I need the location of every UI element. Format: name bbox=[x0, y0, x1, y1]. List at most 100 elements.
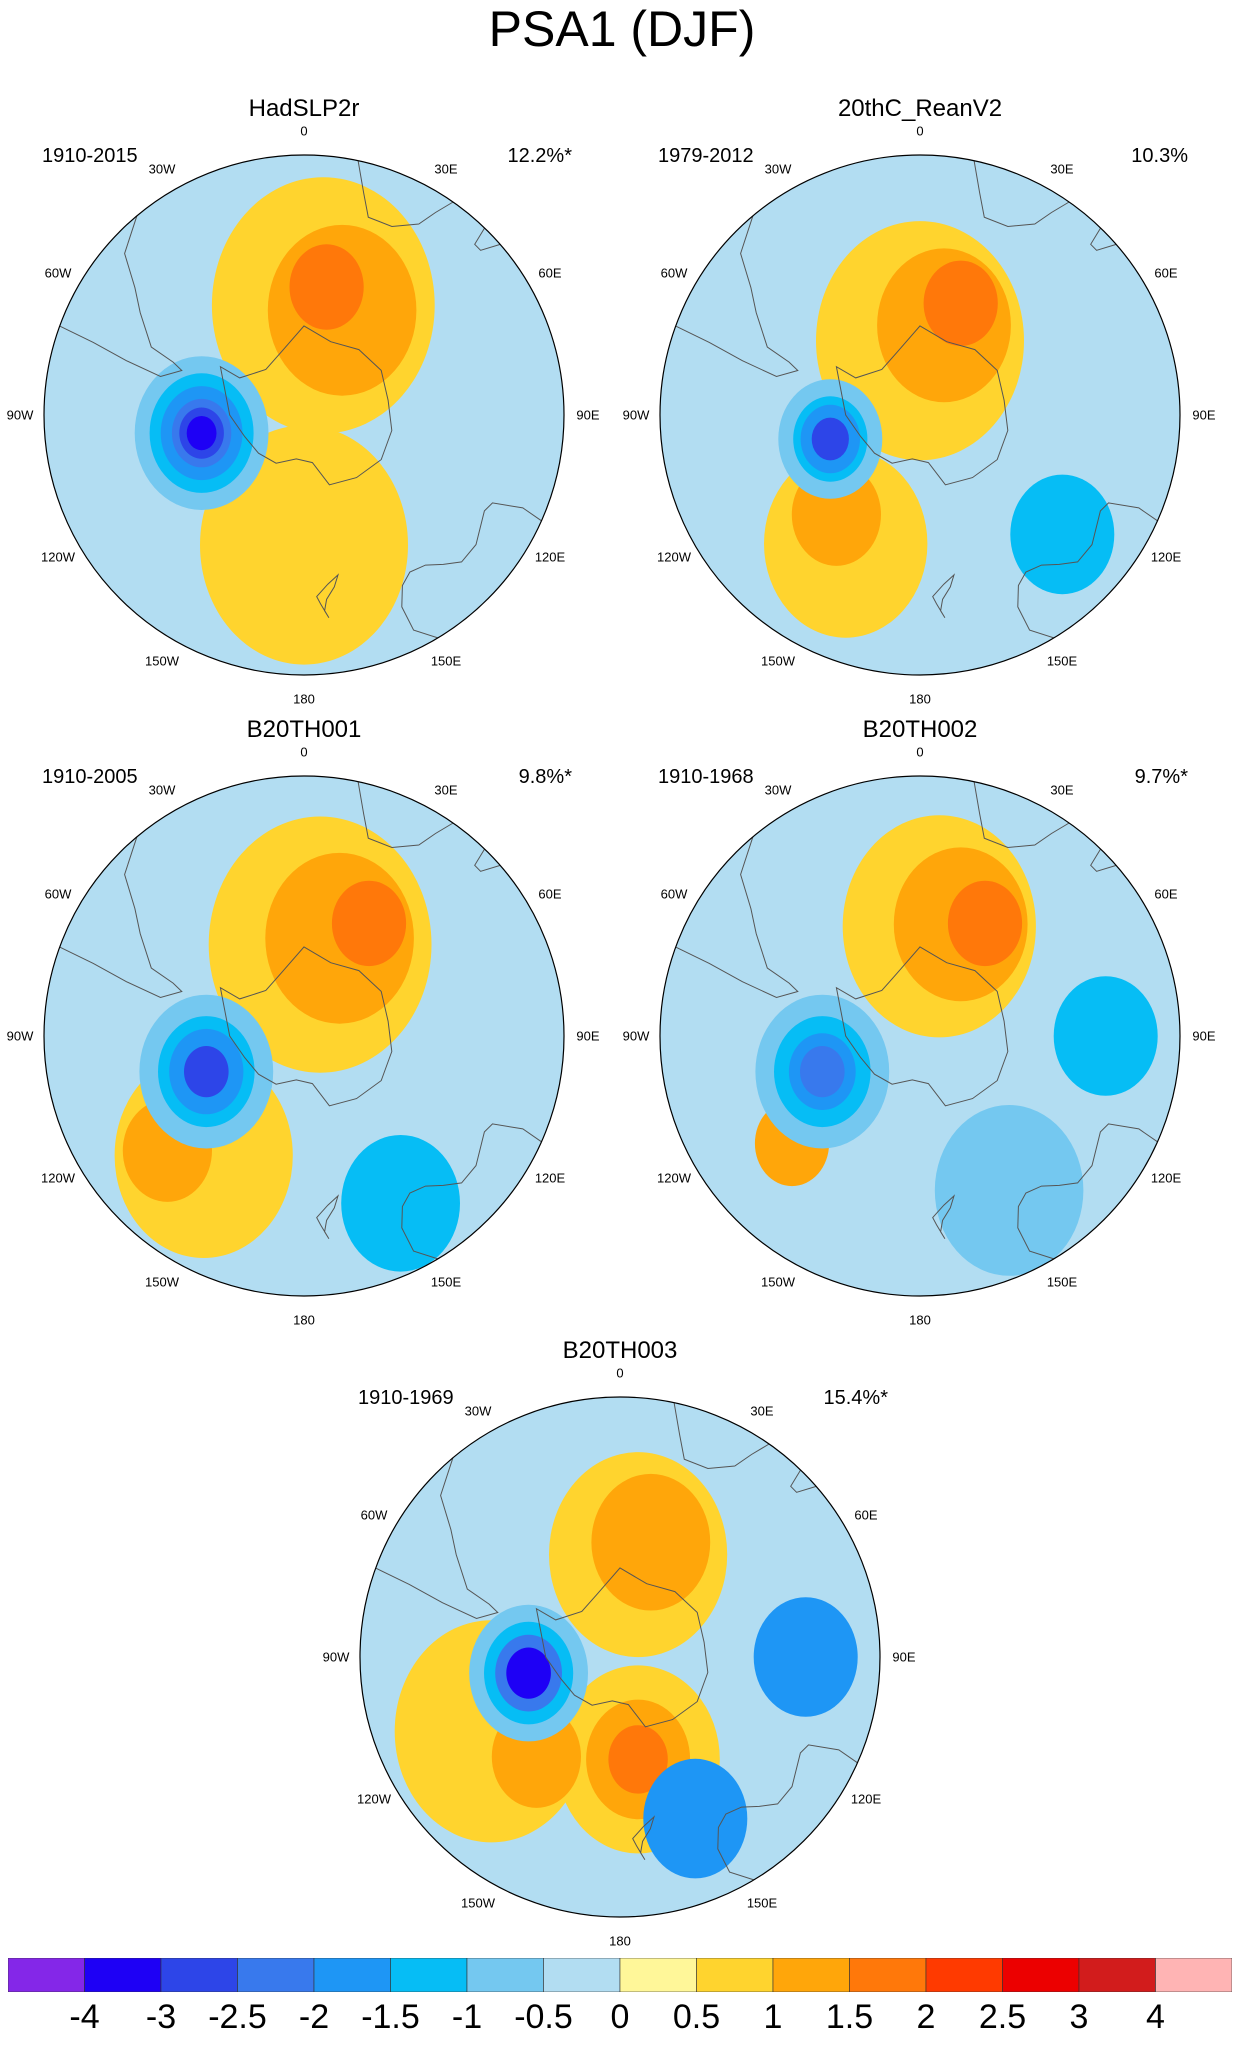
colorbar-tick-label: -0.5 bbox=[514, 1998, 573, 2036]
longitude-label: 150W bbox=[145, 653, 179, 669]
anomaly-contour bbox=[947, 880, 1023, 967]
longitude-label: 60E bbox=[538, 265, 562, 281]
longitude-label: 150E bbox=[746, 1895, 778, 1911]
coastline bbox=[316, 1194, 340, 1240]
coastline bbox=[357, 160, 454, 228]
colorbar-tick-label: 1.5 bbox=[825, 1998, 874, 2036]
longitude-label: 0 bbox=[916, 744, 924, 760]
longitude-label: 120W bbox=[657, 549, 691, 565]
polar-map bbox=[659, 154, 1181, 676]
coastline bbox=[632, 1815, 656, 1861]
colorbar-box bbox=[84, 1958, 162, 1992]
colorbar-box bbox=[772, 1958, 850, 1992]
coastline bbox=[973, 781, 1070, 849]
coastline bbox=[535, 1567, 709, 1728]
colorbar bbox=[8, 1958, 1232, 1992]
anomaly-contour bbox=[753, 1597, 858, 1717]
colorbar-box bbox=[313, 1958, 391, 1992]
colorbar-tick-label: -2 bbox=[298, 1998, 330, 2036]
longitude-label: 0 bbox=[916, 123, 924, 139]
longitude-label: 30E bbox=[1050, 782, 1074, 798]
colorbar-tick-label: 2.5 bbox=[978, 1998, 1027, 2036]
anomaly-contour bbox=[341, 1135, 460, 1272]
longitude-label: 120E bbox=[534, 549, 566, 565]
longitude-label: 30W bbox=[148, 782, 176, 798]
coastline bbox=[1090, 848, 1117, 872]
colorbar-box bbox=[1155, 1958, 1232, 1992]
colorbar-box bbox=[1078, 1958, 1156, 1992]
colorbar-tick-label: -3 bbox=[145, 1998, 177, 2036]
longitude-label: 60E bbox=[1154, 886, 1178, 902]
longitude-label: 60W bbox=[660, 886, 688, 902]
longitude-label: 180 bbox=[909, 691, 931, 707]
longitude-label: 150E bbox=[430, 653, 462, 669]
anomaly-contour bbox=[800, 1046, 845, 1098]
coastline bbox=[59, 836, 183, 999]
colorbar-tick-label: -4 bbox=[69, 1998, 100, 2036]
map-border bbox=[43, 775, 565, 1297]
period-label: 1910-2015 bbox=[42, 145, 138, 167]
colorbar-tick-label: 2 bbox=[916, 1998, 936, 2036]
panel-title: HadSLP2r bbox=[248, 95, 360, 122]
coastline bbox=[790, 1469, 817, 1493]
longitude-label: 90E bbox=[892, 1649, 916, 1665]
longitude-label: 180 bbox=[909, 1312, 931, 1328]
coastline bbox=[219, 946, 393, 1107]
colorbar-tick-label: -1.5 bbox=[361, 1998, 420, 2036]
colorbar-tick-label: 4 bbox=[1146, 1998, 1165, 2036]
anomaly-contour bbox=[506, 1647, 551, 1699]
coastline bbox=[835, 325, 1009, 486]
colorbar-box bbox=[696, 1958, 774, 1992]
coastline bbox=[474, 227, 501, 251]
colorbar-box bbox=[925, 1958, 1003, 1992]
longitude-label: 30E bbox=[434, 161, 458, 177]
longitude-label: 60W bbox=[44, 886, 72, 902]
longitude-label: 0 bbox=[300, 744, 308, 760]
longitude-label: 30W bbox=[764, 782, 792, 798]
longitude-label: 120W bbox=[41, 549, 75, 565]
coastline bbox=[59, 215, 183, 378]
longitude-label: 90E bbox=[576, 407, 600, 423]
colorbar-box bbox=[543, 1958, 621, 1992]
longitude-label: 150E bbox=[1046, 1274, 1078, 1290]
coastline bbox=[401, 1123, 542, 1260]
longitude-label: 60E bbox=[1154, 265, 1178, 281]
anomaly-contour bbox=[1010, 474, 1115, 595]
period-label: 1910-1969 bbox=[358, 1387, 454, 1409]
longitude-label: 90E bbox=[576, 1028, 600, 1044]
coastline bbox=[1017, 502, 1158, 639]
longitude-label: 150E bbox=[1046, 653, 1078, 669]
longitude-label: 60E bbox=[538, 886, 562, 902]
longitude-label: 180 bbox=[293, 1312, 315, 1328]
polar-map bbox=[43, 775, 565, 1297]
anomaly-contour bbox=[608, 1725, 668, 1794]
anomaly-contour bbox=[643, 1758, 748, 1879]
anomaly-contour bbox=[186, 416, 217, 451]
anomaly-contour bbox=[184, 1046, 229, 1098]
coastline bbox=[675, 836, 799, 999]
colorbar-box bbox=[466, 1958, 544, 1992]
coastline bbox=[932, 1194, 956, 1240]
longitude-label: 150E bbox=[430, 1274, 462, 1290]
longitude-label: 90W bbox=[6, 407, 34, 423]
period-label: 1979-2012 bbox=[658, 145, 754, 167]
map-border bbox=[659, 775, 1181, 1297]
longitude-label: 120E bbox=[1150, 549, 1182, 565]
longitude-label: 0 bbox=[300, 123, 308, 139]
colorbar-box bbox=[390, 1958, 468, 1992]
coastline bbox=[219, 325, 393, 486]
panel-b20th001: B20TH001 1910-2005 9.8%* 0 30E 60E 90E 120E 150E… bbox=[4, 716, 604, 1336]
colorbar-tick-label: 3 bbox=[1069, 1998, 1089, 2036]
longitude-label: 90E bbox=[1192, 407, 1216, 423]
colorbar-tick-label: -2.5 bbox=[208, 1998, 267, 2036]
anomaly-contour bbox=[289, 244, 364, 330]
anomaly-contour bbox=[934, 1105, 1084, 1276]
longitude-label: 90W bbox=[322, 1649, 350, 1665]
longitude-label: 150W bbox=[761, 653, 795, 669]
longitude-label: 30E bbox=[750, 1403, 774, 1419]
longitude-label: 150W bbox=[145, 1274, 179, 1290]
coastline bbox=[316, 573, 340, 619]
coastline bbox=[357, 781, 454, 849]
anomaly-contour bbox=[811, 417, 849, 461]
colorbar-tick-label: -1 bbox=[451, 1998, 483, 2036]
